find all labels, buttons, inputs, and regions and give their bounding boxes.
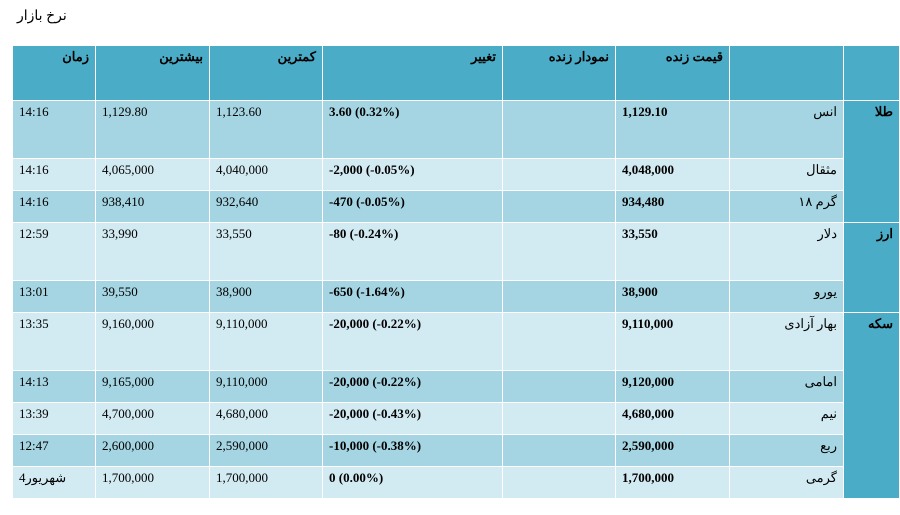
item-name: ربع: [729, 434, 844, 467]
live-chart: [502, 312, 616, 371]
header-item: [729, 45, 844, 101]
live-chart: [502, 158, 616, 191]
low-value: 1,123.60: [209, 100, 323, 159]
header-time: زمان: [12, 45, 96, 101]
live-price: 1,129.10: [615, 100, 730, 159]
item-name: انس: [729, 100, 844, 159]
live-price: 934,480: [615, 190, 730, 223]
item-name: نیم: [729, 402, 844, 435]
change-value: -20,000 (-0.43%): [322, 402, 503, 435]
group-label-coins: سکه: [843, 312, 900, 499]
change-value: -20,000 (-0.22%): [322, 312, 503, 371]
live-price: 4,048,000: [615, 158, 730, 191]
low-value: 4,680,000: [209, 402, 323, 435]
high-value: 9,160,000: [95, 312, 210, 371]
change-value: -2,000 (-0.05%): [322, 158, 503, 191]
item-name: گرم ۱۸: [729, 190, 844, 223]
header-low: کمترین: [209, 45, 323, 101]
item-name: دلار: [729, 222, 844, 281]
time-value: 13:01: [12, 280, 96, 313]
item-name: یورو: [729, 280, 844, 313]
live-chart: [502, 222, 616, 281]
time-value: 14:16: [12, 190, 96, 223]
high-value: 1,700,000: [95, 466, 210, 499]
low-value: 4,040,000: [209, 158, 323, 191]
table-row: امامی 9,120,000 -20,000 (-0.22%) 9,110,0…: [12, 370, 900, 403]
time-value: 14:16: [12, 100, 96, 159]
time-value: 12:59: [12, 222, 96, 281]
page-title: نرخ بازار: [17, 9, 67, 24]
table-row: مثقال 4,048,000 -2,000 (-0.05%) 4,040,00…: [12, 158, 900, 191]
live-chart: [502, 370, 616, 403]
high-value: 4,065,000: [95, 158, 210, 191]
table-row: گرمی 1,700,000 0 (0.00%) 1,700,000 1,700…: [12, 466, 900, 499]
item-name: بهار آزادی: [729, 312, 844, 371]
live-price: 1,700,000: [615, 466, 730, 499]
change-value: 3.60 (0.32%): [322, 100, 503, 159]
table-row: طلا انس 1,129.10 3.60 (0.32%) 1,123.60 1…: [12, 100, 900, 223]
time-value: 13:39: [12, 402, 96, 435]
high-value: 938,410: [95, 190, 210, 223]
table-row: ارز دلار 33,550 -80 (-0.24%) 33,550 33,9…: [12, 222, 900, 313]
low-value: 33,550: [209, 222, 323, 281]
live-chart: [502, 466, 616, 499]
table-row: سکه بهار آزادی 9,110,000 -20,000 (-0.22%…: [12, 312, 900, 499]
live-chart: [502, 190, 616, 223]
item-name: مثقال: [729, 158, 844, 191]
live-chart: [502, 402, 616, 435]
change-value: -650 (-1.64%): [322, 280, 503, 313]
high-value: 4,700,000: [95, 402, 210, 435]
header-live-price: قیمت زنده: [615, 45, 730, 101]
live-price: 2,590,000: [615, 434, 730, 467]
high-value: 2,600,000: [95, 434, 210, 467]
table-row: گرم ۱۸ 934,480 -470 (-0.05%) 932,640 938…: [12, 190, 900, 223]
high-value: 39,550: [95, 280, 210, 313]
live-chart: [502, 434, 616, 467]
live-chart: [502, 100, 616, 159]
high-value: 1,129.80: [95, 100, 210, 159]
item-name: امامی: [729, 370, 844, 403]
high-value: 33,990: [95, 222, 210, 281]
live-price: 38,900: [615, 280, 730, 313]
change-value: -80 (-0.24%): [322, 222, 503, 281]
time-value: 4شهریور: [12, 466, 96, 499]
change-value: -470 (-0.05%): [322, 190, 503, 223]
live-price: 4,680,000: [615, 402, 730, 435]
high-value: 9,165,000: [95, 370, 210, 403]
time-value: 14:13: [12, 370, 96, 403]
header-change: تغییر: [322, 45, 503, 101]
table-row: ربع 2,590,000 -10,000 (-0.38%) 2,590,000…: [12, 434, 900, 467]
time-value: 13:35: [12, 312, 96, 371]
item-name: گرمی: [729, 466, 844, 499]
header-group: [843, 45, 900, 101]
live-chart: [502, 280, 616, 313]
header-high: بیشترین: [95, 45, 210, 101]
group-label-gold: طلا: [843, 100, 900, 223]
low-value: 9,110,000: [209, 312, 323, 371]
change-value: 0 (0.00%): [322, 466, 503, 499]
time-value: 14:16: [12, 158, 96, 191]
low-value: 2,590,000: [209, 434, 323, 467]
group-label-currency: ارز: [843, 222, 900, 313]
live-price: 9,120,000: [615, 370, 730, 403]
table-row: یورو 38,900 -650 (-1.64%) 38,900 39,550 …: [12, 280, 900, 313]
live-price: 33,550: [615, 222, 730, 281]
header-live-chart: نمودار زنده: [502, 45, 616, 101]
live-price: 9,110,000: [615, 312, 730, 371]
table-header-row: قیمت زنده نمودار زنده تغییر کمترین بیشتر…: [12, 45, 900, 101]
change-value: -20,000 (-0.22%): [322, 370, 503, 403]
market-rates-table: قیمت زنده نمودار زنده تغییر کمترین بیشتر…: [12, 45, 900, 499]
low-value: 932,640: [209, 190, 323, 223]
low-value: 38,900: [209, 280, 323, 313]
low-value: 1,700,000: [209, 466, 323, 499]
low-value: 9,110,000: [209, 370, 323, 403]
table-row: نیم 4,680,000 -20,000 (-0.43%) 4,680,000…: [12, 402, 900, 435]
time-value: 12:47: [12, 434, 96, 467]
change-value: -10,000 (-0.38%): [322, 434, 503, 467]
